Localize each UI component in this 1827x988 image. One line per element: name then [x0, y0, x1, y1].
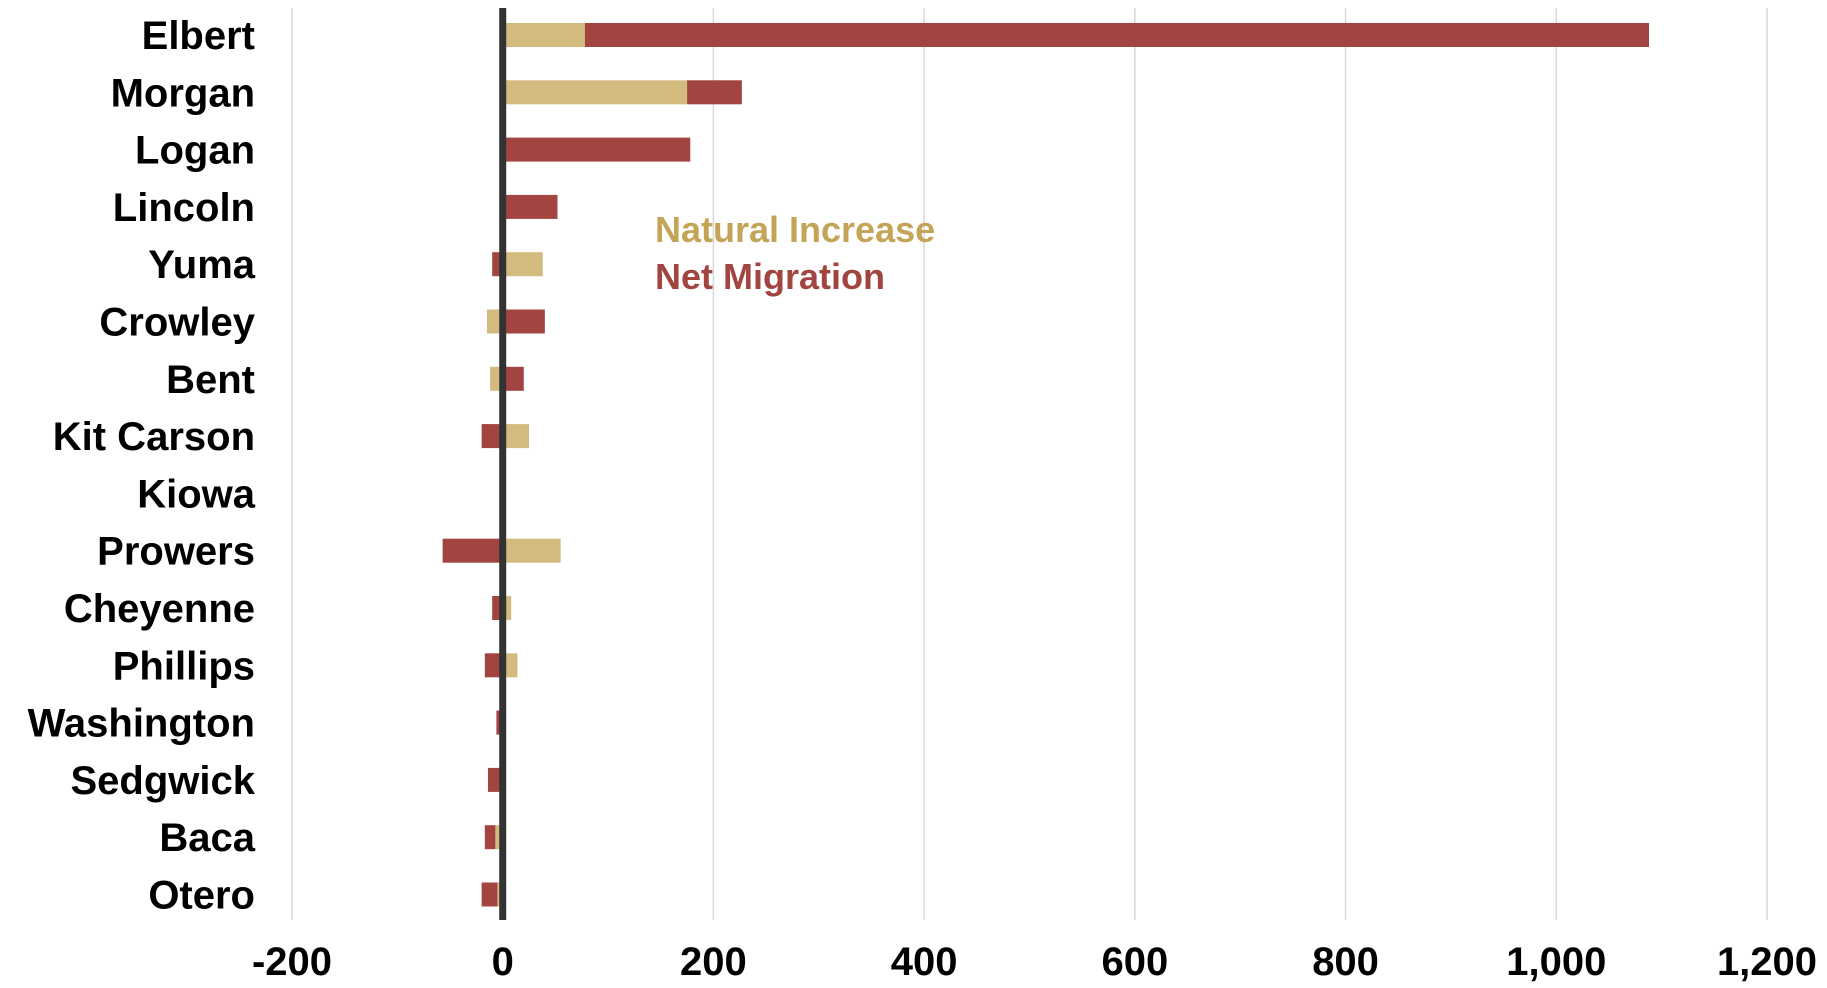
bar-phillips-net-migration	[484, 653, 503, 678]
legend-label-natural-increase: Natural Increase	[655, 209, 935, 250]
bar-phillips-natural-increase	[502, 653, 518, 678]
bar-cheyenne-natural-increase	[502, 596, 512, 620]
category-label-kit-carson: Kit Carson	[53, 415, 255, 459]
bar-logan-net-migration	[502, 137, 691, 162]
category-label-logan: Logan	[135, 129, 255, 173]
bar-kit-carson-natural-increase	[502, 424, 530, 449]
bar-crowley-net-migration	[502, 309, 545, 334]
bar-morgan-net-migration	[687, 80, 742, 105]
x-tick-label-600: 600	[1101, 940, 1168, 984]
x-tick-label-200: 200	[680, 940, 747, 984]
gridlines	[291, 8, 1768, 920]
bar-sedgwick-net-migration	[487, 767, 503, 792]
x-tick-label--200: -200	[252, 940, 332, 984]
bar-yuma-net-migration	[492, 252, 503, 277]
bar-kit-carson-net-migration	[481, 424, 503, 449]
category-label-otero: Otero	[148, 874, 255, 918]
x-tick-label-1-000: 1,000	[1506, 940, 1606, 984]
legend: Natural Increase Net Migration	[655, 209, 935, 297]
x-tick-label-800: 800	[1312, 940, 1379, 984]
bar-baca-net-migration	[484, 825, 496, 850]
category-label-washington: Washington	[28, 702, 255, 746]
category-label-kiowa: Kiowa	[137, 472, 256, 516]
category-label-morgan: Morgan	[111, 71, 255, 115]
x-tick-label-0: 0	[492, 940, 514, 984]
category-label-crowley: Crowley	[99, 301, 255, 345]
bar-elbert-natural-increase	[502, 23, 585, 47]
bar-prowers-net-migration	[442, 538, 503, 563]
bar-baca-natural-increase	[495, 825, 503, 850]
legend-label-net-migration: Net Migration	[655, 256, 885, 297]
bar-crowley-natural-increase	[486, 309, 503, 334]
category-label-sedgwick: Sedgwick	[70, 759, 255, 803]
bars	[442, 23, 1650, 907]
category-label-lincoln: Lincoln	[113, 186, 255, 230]
category-label-baca: Baca	[159, 816, 255, 860]
x-tick-labels: -200 0 200 400 600 800 1,000 1,200	[252, 940, 1817, 984]
category-labels: Elbert Morgan Logan Lincoln Yuma Crowley Bent K…	[28, 14, 256, 918]
x-tick-label-1-200: 1,200	[1717, 940, 1817, 984]
category-label-cheyenne: Cheyenne	[64, 587, 255, 631]
bar-prowers-natural-increase	[502, 538, 561, 563]
bar-yuma-natural-increase	[502, 252, 543, 277]
category-label-yuma: Yuma	[148, 243, 255, 287]
bar-bent-net-migration	[502, 366, 524, 391]
category-label-bent: Bent	[166, 358, 255, 402]
category-label-prowers: Prowers	[97, 530, 255, 574]
bar-morgan-natural-increase	[502, 80, 688, 105]
bar-otero-net-migration	[481, 882, 498, 907]
category-label-phillips: Phillips	[113, 644, 255, 688]
bar-lincoln-net-migration	[502, 194, 558, 219]
category-label-elbert: Elbert	[142, 14, 255, 58]
bar-cheyenne-net-migration	[492, 596, 503, 620]
bar-elbert-net-migration	[584, 23, 1650, 47]
x-tick-label-400: 400	[891, 940, 958, 984]
